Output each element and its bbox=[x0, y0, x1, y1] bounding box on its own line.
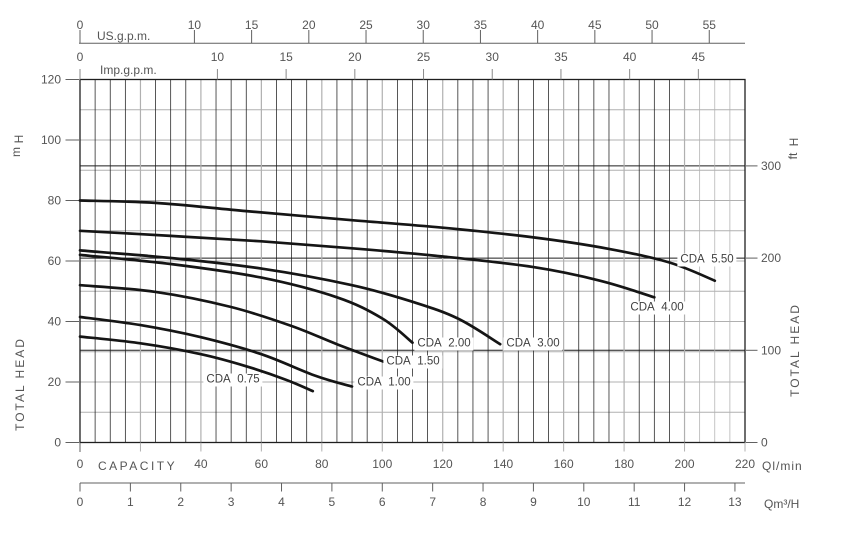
head-unit-ft-label: ft bbox=[786, 152, 800, 160]
head-m-tick-label: 80 bbox=[48, 194, 62, 208]
qm3h-tick-label: 12 bbox=[678, 495, 692, 509]
capacity-tick-label: 80 bbox=[315, 457, 329, 471]
imp-gpm-axis-label: Imp.g.p.m. bbox=[100, 63, 157, 77]
head-ft-tick-label: 300 bbox=[761, 159, 781, 173]
qm3h-tick-label: 9 bbox=[530, 495, 537, 509]
capacity-tick-label: 0 bbox=[77, 457, 84, 471]
qm3h-unit-label: Qm³/H bbox=[764, 497, 800, 511]
capacity-tick-label: 220 bbox=[735, 457, 755, 471]
us-gpm-tick-label: 55 bbox=[703, 18, 717, 32]
qm3h-tick-label: 7 bbox=[429, 495, 436, 509]
curve-cda-1.50 bbox=[78, 283, 387, 364]
imp-gpm-tick-label: 40 bbox=[623, 50, 637, 64]
us-gpm-tick-label: 50 bbox=[645, 18, 659, 32]
head-unit-m-label: m bbox=[9, 147, 23, 157]
curve-label-cda-1.50: CDA 1.50 bbox=[383, 355, 443, 369]
us-gpm-tick-label: 45 bbox=[588, 18, 602, 32]
capacity-axis-label: CAPACITY bbox=[98, 459, 178, 473]
head-m-tick-label: 0 bbox=[54, 436, 61, 450]
curve-label-cda-4.00: CDA 4.00 bbox=[627, 301, 687, 315]
curve-label-cda-3.00: CDA 3.00 bbox=[503, 337, 563, 351]
head-m-tick-label: 100 bbox=[41, 133, 61, 147]
imp-gpm-tick-label: 10 bbox=[211, 50, 225, 64]
head-m-tick-label: 120 bbox=[41, 73, 61, 87]
imp-gpm-tick-label: 20 bbox=[348, 50, 362, 64]
qm3h-tick-label: 6 bbox=[379, 495, 386, 509]
capacity-tick-label: 120 bbox=[433, 457, 453, 471]
head-symbol-left-label: H bbox=[12, 134, 26, 144]
head-ft-tick-label: 200 bbox=[761, 251, 781, 265]
head-m-tick-label: 60 bbox=[48, 254, 62, 268]
us-gpm-tick-label: 35 bbox=[474, 18, 488, 32]
capacity-tick-label: 60 bbox=[255, 457, 269, 471]
imp-gpm-tick-label: 0 bbox=[77, 50, 84, 64]
total-head-right-label: TOTAL HEAD bbox=[788, 303, 802, 397]
head-m-tick-label: 20 bbox=[48, 375, 62, 389]
capacity-tick-label: 100 bbox=[372, 457, 392, 471]
curve-label-cda-5.50: CDA 5.50 bbox=[677, 253, 737, 267]
curve-cda-1.00 bbox=[78, 315, 354, 388]
capacity-tick-label: 160 bbox=[554, 457, 574, 471]
imp-gpm-tick-label: 15 bbox=[279, 50, 293, 64]
curve-label-cda-0.75: CDA 0.75 bbox=[203, 373, 263, 387]
imp-gpm-tick-label: 30 bbox=[486, 50, 500, 64]
us-gpm-tick-label: 15 bbox=[245, 18, 259, 32]
capacity-tick-label: 200 bbox=[675, 457, 695, 471]
curve-cda-5.50 bbox=[78, 199, 717, 283]
capacity-tick-label: 140 bbox=[493, 457, 513, 471]
head-m-tick-label: 40 bbox=[48, 315, 62, 329]
qm3h-tick-label: 3 bbox=[228, 495, 235, 509]
curve-label-cda-2.00: CDA 2.00 bbox=[414, 337, 474, 351]
qm3h-tick-label: 1 bbox=[127, 495, 134, 509]
us-gpm-tick-label: 0 bbox=[77, 18, 84, 32]
capacity-tick-label: 40 bbox=[194, 457, 208, 471]
imp-gpm-tick-label: 25 bbox=[417, 50, 431, 64]
us-gpm-axis-label: US.g.p.m. bbox=[97, 29, 151, 43]
qm3h-tick-label: 13 bbox=[728, 495, 742, 509]
head-ft-tick-label: 0 bbox=[761, 436, 768, 450]
head-symbol-right-label: H bbox=[787, 137, 801, 147]
plot-border bbox=[79, 78, 746, 444]
qm3h-tick-label: 8 bbox=[480, 495, 487, 509]
imp-gpm-tick-label: 45 bbox=[692, 50, 706, 64]
us-gpm-tick-label: 40 bbox=[531, 18, 545, 32]
us-gpm-tick-label: 30 bbox=[417, 18, 431, 32]
qm3h-tick-label: 5 bbox=[329, 495, 336, 509]
qm3h-tick-label: 4 bbox=[278, 495, 285, 509]
curve-cda-2.00 bbox=[78, 253, 414, 345]
us-gpm-tick-label: 25 bbox=[359, 18, 373, 32]
qm3h-tick-label: 10 bbox=[577, 495, 591, 509]
curve-cda-0.75 bbox=[78, 335, 315, 393]
curve-label-cda-1.00: CDA 1.00 bbox=[354, 376, 414, 390]
curve-cda-4.00 bbox=[78, 229, 656, 299]
curve-cda-3.00 bbox=[78, 249, 502, 346]
us-gpm-tick-label: 20 bbox=[302, 18, 316, 32]
us-gpm-tick-label: 10 bbox=[188, 18, 202, 32]
qm3h-tick-label: 2 bbox=[177, 495, 184, 509]
qm3h-tick-label: 11 bbox=[628, 495, 641, 509]
total-head-left-label: TOTAL HEAD bbox=[13, 337, 27, 431]
ql-min-unit-label: Ql/min bbox=[762, 459, 803, 473]
imp-gpm-tick-label: 35 bbox=[554, 50, 568, 64]
head-ft-tick-label: 100 bbox=[761, 343, 781, 357]
capacity-tick-label: 180 bbox=[614, 457, 634, 471]
qm3h-tick-label: 0 bbox=[77, 495, 84, 509]
